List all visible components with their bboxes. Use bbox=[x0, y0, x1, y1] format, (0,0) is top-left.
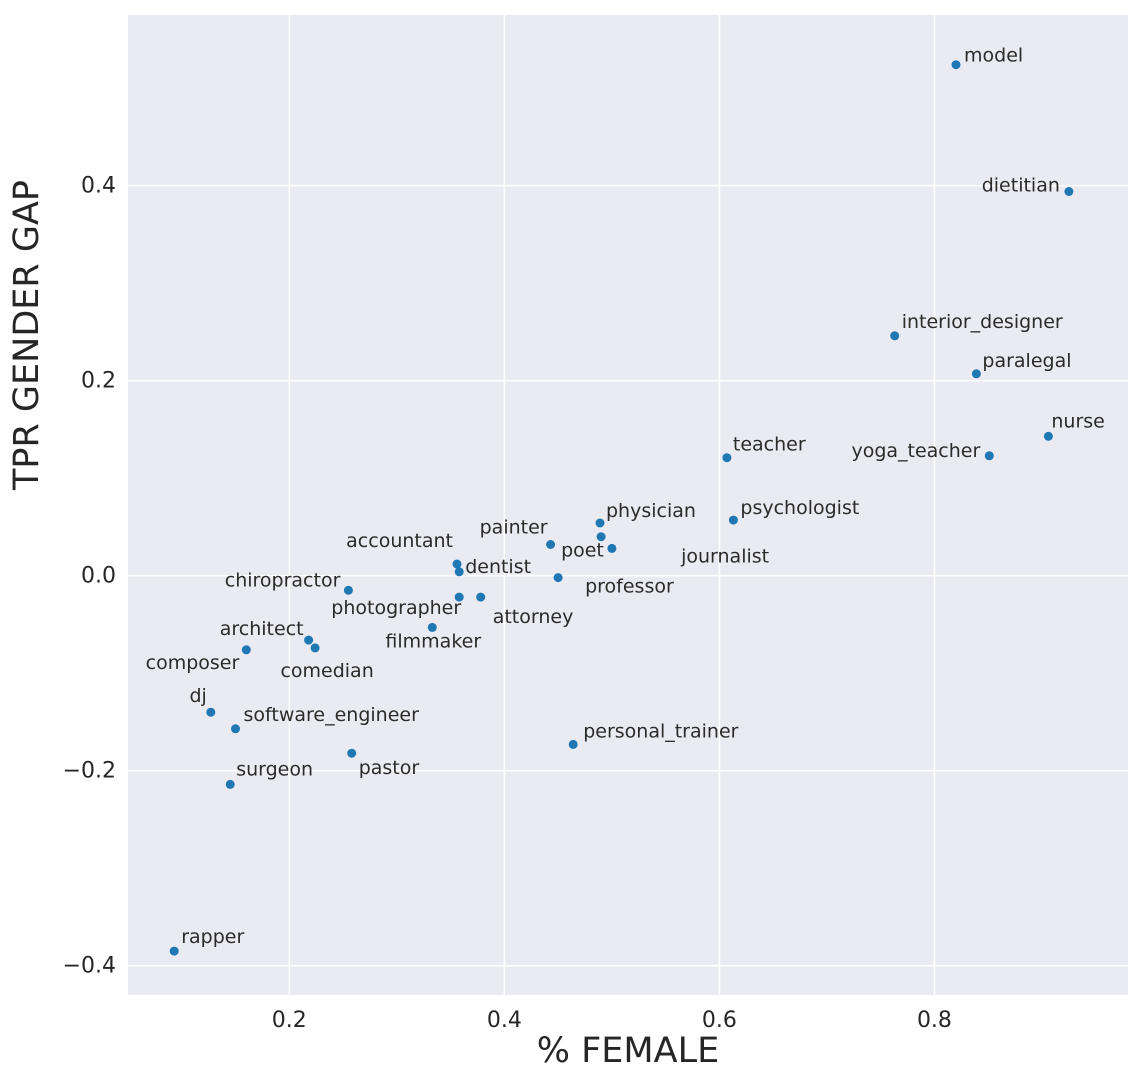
data-point-professor bbox=[553, 573, 563, 583]
data-point-poet bbox=[607, 543, 617, 553]
data-point-physician bbox=[595, 518, 605, 528]
point-label-comedian: comedian bbox=[280, 660, 373, 682]
point-label-journalist: journalist bbox=[680, 546, 769, 568]
y-axis-label: TPR GENDER GAP bbox=[7, 180, 47, 491]
x-tick-label: 0.6 bbox=[702, 1008, 737, 1033]
point-label-dj: dj bbox=[189, 685, 206, 707]
data-point-pastor bbox=[347, 748, 357, 758]
point-label-physician: physician bbox=[606, 500, 696, 522]
x-tick-label: 0.2 bbox=[272, 1008, 307, 1033]
point-label-dentist: dentist bbox=[465, 556, 531, 578]
labels-layer: model dietitian interior_designer paralegal… bbox=[146, 45, 1105, 948]
y-tick-label: −0.2 bbox=[63, 759, 116, 784]
data-point-filmmaker bbox=[427, 622, 437, 632]
data-point-composer bbox=[241, 645, 251, 655]
point-label-interior_designer: interior_designer bbox=[902, 311, 1063, 333]
point-label-chiropractor: chiropractor bbox=[225, 569, 341, 591]
data-point-dj bbox=[206, 707, 216, 717]
data-point-psychologist bbox=[728, 515, 738, 525]
data-point-comedian bbox=[310, 643, 320, 653]
data-point-architect bbox=[304, 635, 314, 645]
point-label-professor: professor bbox=[585, 576, 674, 598]
point-label-photographer: photographer bbox=[331, 597, 461, 619]
y-tick-label: 0.2 bbox=[81, 369, 116, 394]
point-label-personal_trainer: personal_trainer bbox=[583, 720, 738, 742]
y-tick-label: 0.0 bbox=[81, 564, 116, 589]
data-point-interior_designer bbox=[890, 331, 900, 341]
x-tick-label: 0.8 bbox=[917, 1008, 952, 1033]
point-label-poet: poet bbox=[561, 539, 604, 561]
x-tick-label: 0.4 bbox=[487, 1008, 522, 1033]
point-label-software_engineer: software_engineer bbox=[244, 704, 420, 726]
points-layer bbox=[169, 60, 1074, 956]
point-label-filmmaker: filmmaker bbox=[385, 630, 481, 652]
point-label-accountant: accountant bbox=[346, 530, 453, 552]
point-label-psychologist: psychologist bbox=[740, 497, 859, 519]
data-point-teacher bbox=[722, 453, 732, 463]
data-point-nurse bbox=[1043, 431, 1053, 441]
point-label-architect: architect bbox=[220, 618, 304, 640]
data-point-rapper bbox=[169, 946, 179, 956]
data-point-dentist bbox=[454, 567, 464, 577]
data-point-dietitian bbox=[1064, 187, 1074, 196]
data-point-painter bbox=[546, 540, 556, 549]
data-point-accountant bbox=[452, 559, 462, 569]
y-tick-label: −0.4 bbox=[63, 954, 116, 979]
point-label-model: model bbox=[964, 45, 1023, 67]
grid-layer bbox=[128, 15, 1128, 995]
data-point-personal_trainer bbox=[568, 739, 578, 749]
data-point-model bbox=[951, 60, 961, 70]
point-label-dietitian: dietitian bbox=[982, 175, 1060, 197]
point-label-paralegal: paralegal bbox=[982, 350, 1071, 372]
y-tick-label: 0.4 bbox=[81, 174, 116, 199]
data-point-journalist bbox=[596, 532, 606, 542]
data-point-chiropractor bbox=[343, 585, 353, 595]
point-label-composer: composer bbox=[146, 652, 240, 674]
data-point-paralegal bbox=[971, 369, 981, 379]
point-label-attorney: attorney bbox=[493, 606, 574, 628]
data-point-surgeon bbox=[225, 779, 235, 789]
point-label-pastor: pastor bbox=[359, 757, 420, 779]
data-point-attorney bbox=[476, 592, 486, 602]
point-label-yoga_teacher: yoga_teacher bbox=[851, 440, 980, 462]
point-label-painter: painter bbox=[480, 517, 548, 539]
point-label-teacher: teacher bbox=[733, 434, 806, 456]
point-label-nurse: nurse bbox=[1051, 410, 1104, 432]
point-label-surgeon: surgeon bbox=[236, 758, 313, 780]
data-point-software_engineer bbox=[231, 724, 240, 734]
data-point-photographer bbox=[454, 592, 464, 602]
point-label-rapper: rapper bbox=[181, 926, 244, 948]
x-axis-label: % FEMALE bbox=[537, 1031, 719, 1071]
plot-area bbox=[128, 15, 1128, 995]
data-point-yoga_teacher bbox=[984, 451, 994, 461]
ticks-layer: 0.2 0.4 0.6 0.8 −0.4 −0.2 0.0 0.2 0.4 bbox=[63, 174, 952, 1033]
